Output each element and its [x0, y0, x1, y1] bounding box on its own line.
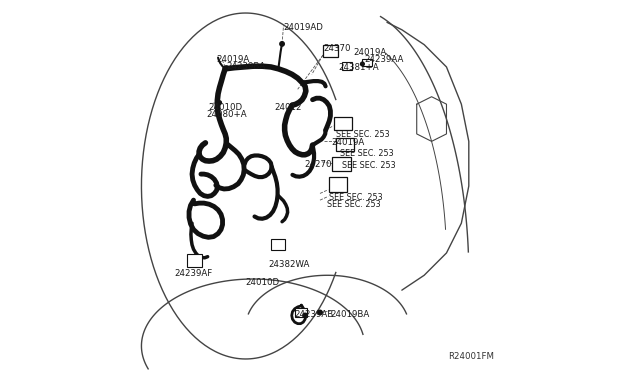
Circle shape — [303, 313, 307, 318]
Bar — [328, 177, 347, 192]
Text: 24010D: 24010D — [246, 278, 280, 287]
Text: 24239AA: 24239AA — [364, 55, 403, 64]
Text: 24019A: 24019A — [331, 138, 364, 147]
Text: SEE SEC. 253: SEE SEC. 253 — [340, 149, 394, 158]
Bar — [271, 239, 285, 250]
Bar — [337, 138, 354, 151]
Text: 24270: 24270 — [305, 160, 332, 169]
Text: 24019A: 24019A — [353, 48, 387, 57]
Bar — [332, 157, 351, 171]
Text: SEE SEC. 253: SEE SEC. 253 — [335, 130, 389, 139]
Bar — [294, 308, 307, 317]
Text: SEE SEC. 253: SEE SEC. 253 — [330, 193, 383, 202]
Bar — [334, 117, 352, 130]
Text: 24239AF: 24239AF — [174, 269, 212, 278]
Text: R24001FM: R24001FM — [448, 352, 494, 361]
Text: SEE SEC. 253: SEE SEC. 253 — [328, 200, 381, 209]
Text: 24239BA: 24239BA — [227, 62, 266, 71]
Text: 24012: 24012 — [275, 103, 302, 112]
Bar — [323, 45, 338, 57]
Circle shape — [218, 101, 221, 105]
Circle shape — [280, 42, 284, 46]
Text: 24010D: 24010D — [209, 103, 243, 112]
Bar — [187, 254, 202, 267]
Text: 24239AB: 24239AB — [294, 310, 333, 318]
Text: 24080+A: 24080+A — [207, 110, 247, 119]
Bar — [362, 59, 372, 66]
Circle shape — [360, 62, 364, 66]
Text: 24381+A: 24381+A — [339, 63, 380, 72]
Text: 24370: 24370 — [324, 44, 351, 53]
Text: 24019AD: 24019AD — [284, 23, 323, 32]
Text: 24382WA: 24382WA — [269, 260, 310, 269]
Text: 24019A: 24019A — [216, 55, 250, 64]
Circle shape — [224, 66, 228, 70]
Circle shape — [318, 310, 322, 315]
Bar — [342, 62, 352, 70]
Text: SEE SEC. 253: SEE SEC. 253 — [342, 161, 396, 170]
Text: 24019BA: 24019BA — [330, 310, 370, 318]
